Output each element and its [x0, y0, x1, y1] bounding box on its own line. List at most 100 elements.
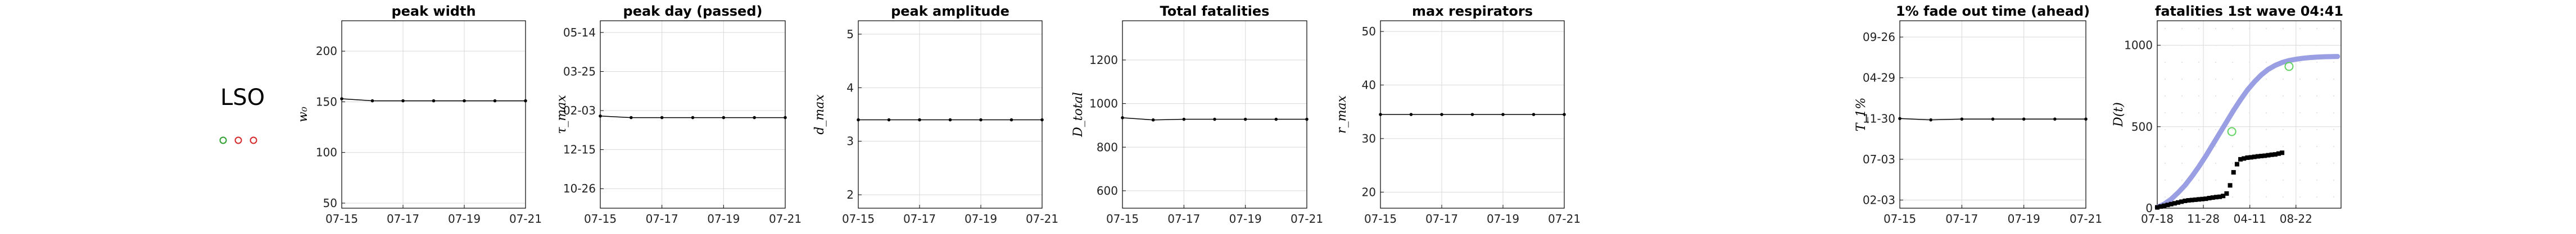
- observed-point: [2224, 191, 2229, 196]
- data-point: [1274, 117, 1278, 121]
- background-dot: [2181, 27, 2183, 30]
- observed-point: [2203, 196, 2208, 201]
- x-tick-label: 07-21: [1026, 212, 1058, 226]
- background-dot: [2164, 27, 2166, 30]
- data-point: [493, 99, 497, 103]
- background-dot: [2181, 179, 2183, 181]
- background-dot: [2282, 95, 2284, 97]
- y-tick-label: 50: [1362, 25, 1376, 38]
- background-dot: [2231, 61, 2234, 63]
- background-dot: [2316, 179, 2318, 181]
- panel-4: 07-15 07-17 07-19 07-21 20 30 40 50 max respirat…: [1335, 3, 1581, 226]
- background-dot: [2231, 27, 2234, 30]
- data-point: [599, 114, 602, 118]
- background-dot: [2299, 112, 2301, 114]
- panel-1: 07-15 07-17 07-19 07-21 10-26 12-15 02-03 03-25…: [555, 3, 802, 226]
- y-tick-label: 1000: [2124, 39, 2153, 52]
- background-dot: [2282, 27, 2284, 30]
- data-point: [1440, 113, 1443, 116]
- plot-frame: [2157, 20, 2342, 209]
- background-dot: [2231, 196, 2234, 198]
- y-tick-label: 100: [316, 146, 337, 159]
- background-dot: [2198, 129, 2200, 131]
- observed-point: [2207, 195, 2212, 200]
- background-dot: [2265, 95, 2267, 97]
- data-point: [1151, 118, 1155, 122]
- x-tick-label: 07-19: [1487, 212, 1519, 226]
- region-label: LSO: [220, 85, 265, 111]
- background-dot: [2265, 162, 2267, 164]
- highlight-marker: [2284, 62, 2294, 71]
- background-dot: [2248, 129, 2251, 131]
- background-dot: [2333, 179, 2335, 181]
- background-dot: [2299, 145, 2301, 148]
- background-dot: [2299, 27, 2301, 30]
- background-dot: [2299, 196, 2301, 198]
- background-dot: [2248, 162, 2251, 164]
- data-point: [1213, 117, 1216, 121]
- x-tick-label: 07-17: [1945, 212, 1978, 226]
- x-tick-label: 07-21: [769, 212, 802, 226]
- observed-point: [2200, 196, 2205, 201]
- x-tick-label: 07-17: [1167, 212, 1200, 226]
- y-axis-label: D_total: [1071, 92, 1085, 137]
- observed-point: [2234, 162, 2239, 167]
- background-dot: [2265, 129, 2267, 131]
- background-dot: [2282, 44, 2284, 47]
- background-dot: [2333, 44, 2335, 47]
- data-point: [948, 118, 952, 122]
- x-tick-label: 07-18: [2141, 212, 2174, 226]
- observed-point: [2272, 152, 2278, 157]
- background-dot: [2181, 145, 2183, 148]
- background-dot: [2198, 44, 2200, 47]
- x-tick-label: 07-15: [1364, 212, 1397, 226]
- data-point: [432, 99, 436, 103]
- y-tick-label: 09-26: [1863, 30, 1895, 44]
- background-dot: [2316, 129, 2318, 131]
- y-tick-label: 1000: [1089, 97, 1118, 111]
- data-point: [1991, 117, 1995, 121]
- x-tick-label: 07-21: [1291, 212, 1323, 226]
- background-dot: [2333, 61, 2335, 63]
- data-point: [722, 116, 726, 120]
- background-dot: [2181, 112, 2183, 114]
- x-tick-label: 07-15: [584, 212, 617, 226]
- observed-point: [2183, 198, 2188, 203]
- background-dot: [2164, 129, 2166, 131]
- data-point: [2053, 117, 2057, 121]
- data-point: [918, 118, 921, 122]
- background-dot: [2215, 179, 2217, 181]
- y-axis-label: r_max: [1335, 95, 1349, 133]
- background-dot: [2231, 78, 2234, 80]
- background-dot: [2316, 162, 2318, 164]
- y-tick-label: 0: [2145, 201, 2153, 215]
- chart-title: Total fatalities: [1160, 3, 1270, 19]
- background-dot: [2231, 162, 2234, 164]
- background-dot: [2231, 95, 2234, 97]
- background-dot: [2282, 112, 2284, 114]
- data-point: [887, 118, 891, 122]
- background-dot: [2282, 162, 2284, 164]
- region-status-markers: [219, 136, 257, 144]
- background-dot: [2198, 61, 2200, 63]
- background-dot: [2248, 27, 2251, 30]
- data-point: [401, 99, 405, 103]
- y-tick-label: 500: [2131, 120, 2153, 134]
- background-dot: [2248, 196, 2251, 198]
- background-dot: [2231, 44, 2234, 47]
- data-point: [1929, 118, 1932, 122]
- background-dot: [2198, 145, 2200, 148]
- background-dot: [2248, 112, 2251, 114]
- background-dot: [2231, 129, 2234, 131]
- background-dot: [2164, 78, 2166, 80]
- observed-point: [2280, 150, 2285, 155]
- x-tick-label: 07-21: [2070, 212, 2102, 226]
- observed-point: [2162, 203, 2167, 208]
- observed-point: [2168, 201, 2174, 207]
- background-dot: [2215, 112, 2217, 114]
- observed-point: [2266, 153, 2271, 158]
- background-dot: [2181, 78, 2183, 80]
- observed-point: [2242, 156, 2247, 161]
- observed-point: [2238, 157, 2243, 162]
